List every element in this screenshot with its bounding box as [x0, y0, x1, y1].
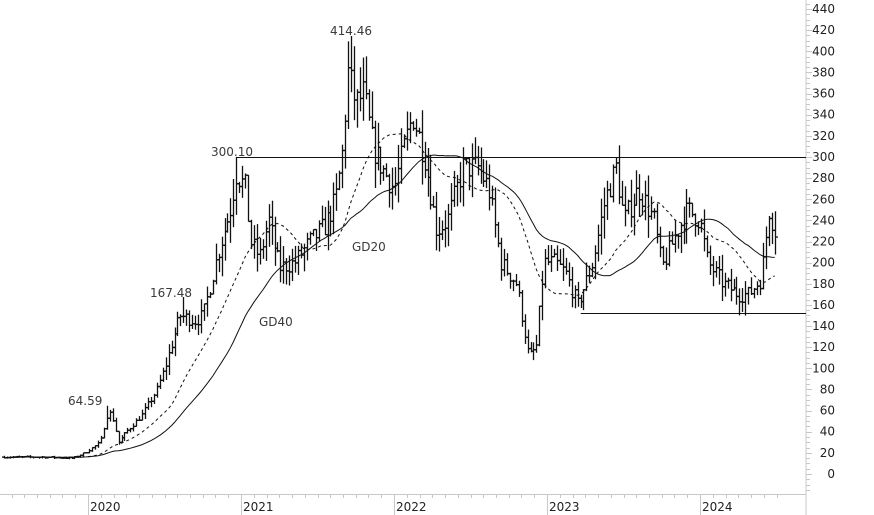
annotation-64-59: 64.59: [68, 394, 102, 408]
label-gd40: GD40: [259, 315, 293, 329]
y-tick-label: 400: [812, 44, 835, 58]
y-tick-label: 120: [812, 340, 835, 354]
y-tick-label: 20: [820, 446, 835, 460]
gd40-line: [3, 154, 775, 459]
ohlc-bars: [2, 36, 778, 460]
x-tick-label: 2020: [90, 500, 121, 514]
y-tick-label: 220: [812, 235, 835, 249]
y-tick-label: 320: [812, 129, 835, 143]
y-tick-label: 380: [812, 65, 835, 79]
y-tick-label: 80: [820, 382, 835, 396]
gd20-line: [3, 133, 775, 459]
y-tick-label: 160: [812, 298, 835, 312]
y-tick-label: 300: [812, 150, 835, 164]
y-tick-label: 280: [812, 171, 835, 185]
label-gd20: GD20: [352, 240, 386, 254]
x-tick-label: 2024: [702, 500, 733, 514]
y-tick-label: 200: [812, 256, 835, 270]
annotation-300-10: 300.10: [211, 145, 253, 159]
y-tick-label: 360: [812, 87, 835, 101]
y-axis: 0 20 40 60 80 100 120 140 160 180 200 220 240 260 280 3…: [803, 0, 835, 515]
y-tick-label: 260: [812, 192, 835, 206]
y-tick-label: 340: [812, 108, 835, 122]
y-tick-label: 140: [812, 319, 835, 333]
y-tick-label: 440: [812, 2, 835, 16]
y-tick-label: 240: [812, 213, 835, 227]
y-tick-label: 40: [820, 425, 835, 439]
x-tick-label: 2021: [243, 500, 274, 514]
y-tick-label: 0: [827, 467, 835, 481]
x-tick-label: 2022: [396, 500, 427, 514]
annotation-414-46: 414.46: [330, 24, 372, 38]
y-tick-label: 420: [812, 23, 835, 37]
x-axis: 2020 2021 2022 2023 2024: [0, 494, 806, 515]
annotation-167-48: 167.48: [150, 286, 192, 300]
y-tick-label: 100: [812, 361, 835, 375]
plot-area: [2, 36, 806, 460]
y-tick-label: 60: [820, 404, 835, 418]
x-tick-label: 2023: [549, 500, 580, 514]
y-tick-label: 180: [812, 277, 835, 291]
